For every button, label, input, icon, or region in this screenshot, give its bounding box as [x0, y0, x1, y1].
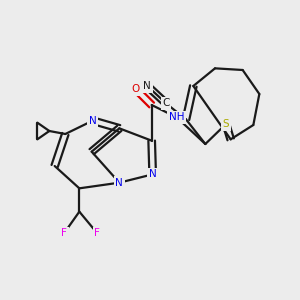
Text: N: N	[116, 178, 123, 188]
Text: N: N	[89, 116, 97, 126]
Text: N: N	[149, 169, 157, 179]
Text: C: C	[162, 98, 170, 108]
Text: NH: NH	[169, 112, 184, 122]
Text: N: N	[143, 81, 151, 91]
Text: F: F	[94, 228, 100, 238]
Text: S: S	[223, 119, 229, 129]
Text: O: O	[132, 84, 140, 94]
Text: F: F	[61, 228, 67, 238]
